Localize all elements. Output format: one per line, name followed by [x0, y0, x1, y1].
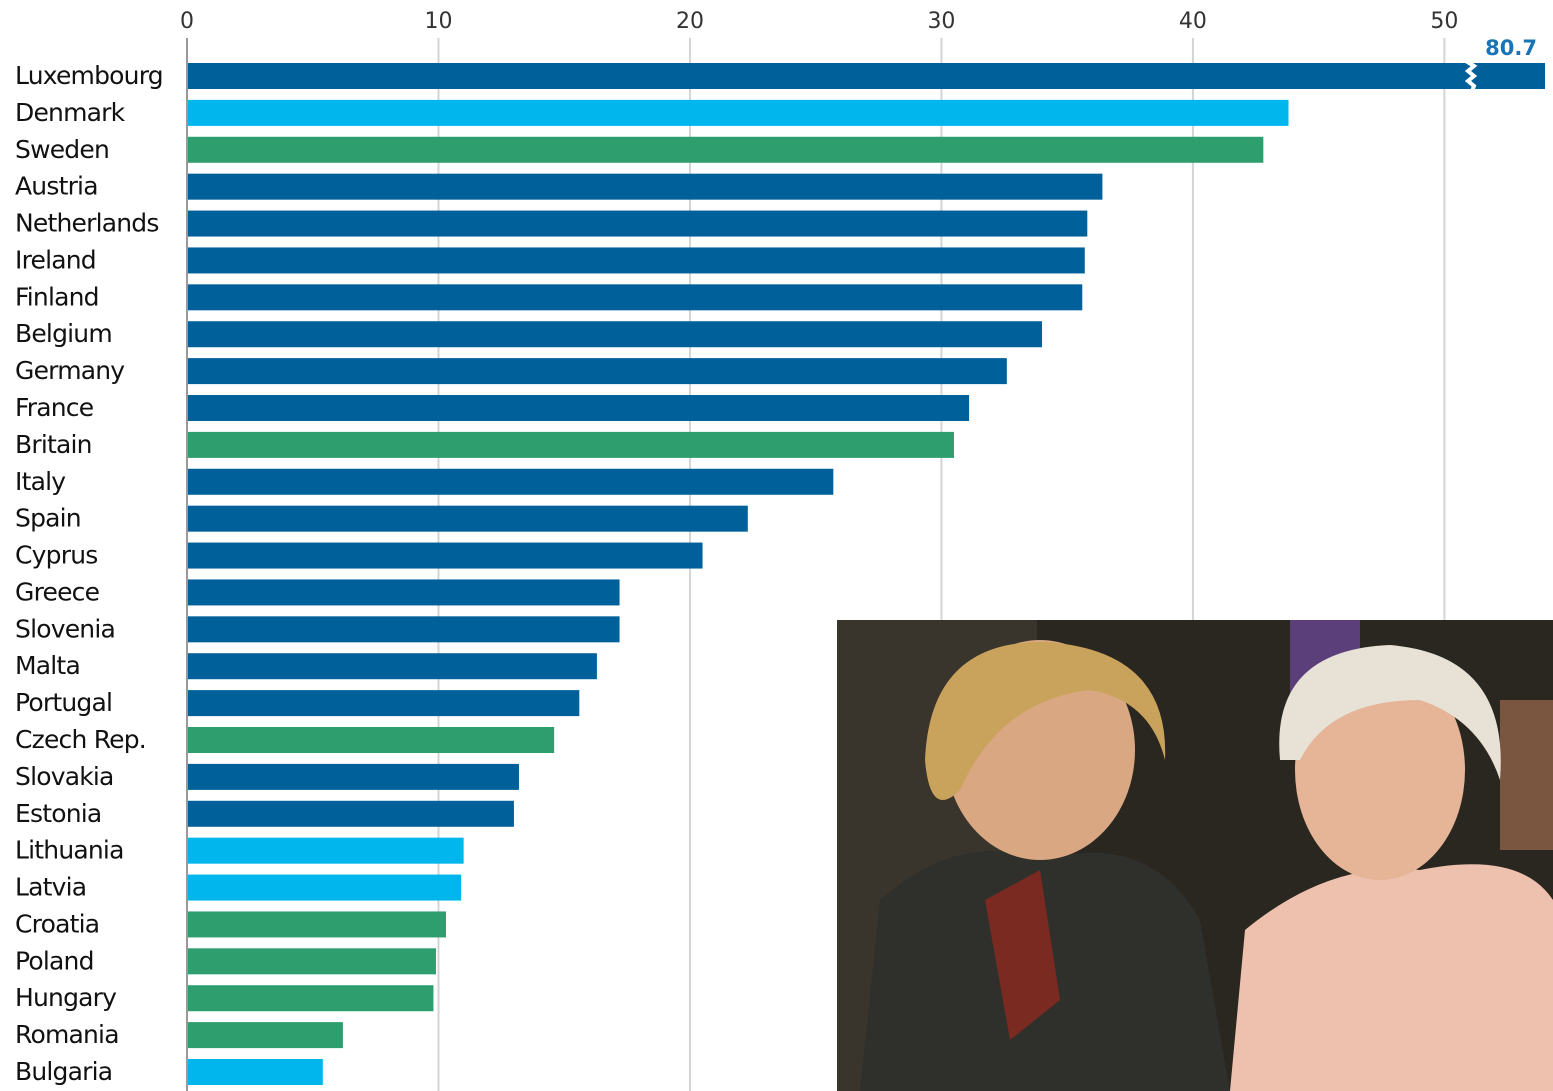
category-label: Estonia — [15, 799, 101, 828]
bar — [188, 948, 436, 975]
bar — [188, 63, 1545, 89]
bar — [188, 431, 955, 458]
bar — [188, 1022, 343, 1049]
axis-break — [1464, 59, 1478, 92]
bar — [188, 468, 834, 495]
category-label: Slovenia — [15, 614, 115, 643]
bar — [188, 800, 514, 827]
category-label: Luxembourg — [15, 61, 163, 90]
x-tick-label: 0 — [180, 9, 194, 34]
category-label: Poland — [15, 946, 94, 975]
value-label: 80.7 — [1485, 36, 1537, 60]
bar — [188, 136, 1264, 163]
x-tick-label: 20 — [676, 9, 704, 34]
category-label: Slovakia — [15, 762, 114, 791]
category-label: Latvia — [15, 873, 86, 902]
category-label: Ireland — [15, 245, 96, 274]
category-label: Greece — [15, 577, 100, 606]
category-label: Denmark — [15, 98, 126, 127]
category-label: France — [15, 393, 94, 422]
category-label: Bulgaria — [15, 1057, 112, 1086]
bar — [188, 284, 1083, 311]
category-label: Belgium — [15, 319, 112, 348]
category-label: Netherlands — [15, 209, 159, 238]
photo — [837, 620, 1553, 1091]
bar — [188, 727, 555, 753]
x-tick-label: 30 — [927, 9, 955, 34]
bar — [188, 99, 1289, 126]
bar — [188, 837, 464, 864]
category-label: Spain — [15, 504, 81, 533]
bar — [188, 690, 580, 717]
x-tick-label: 50 — [1430, 9, 1458, 34]
category-label: Britain — [15, 430, 92, 459]
category-label: Finland — [15, 282, 99, 311]
category-label: Croatia — [15, 909, 99, 938]
bar — [188, 616, 620, 643]
bar — [188, 395, 970, 421]
bar — [188, 321, 1043, 348]
category-label: Cyprus — [15, 541, 97, 570]
category-label: Czech Rep. — [15, 725, 146, 754]
bar — [188, 874, 462, 901]
bar — [188, 985, 434, 1012]
bar — [188, 247, 1085, 274]
category-label: Portugal — [15, 688, 112, 717]
bar — [188, 579, 620, 606]
category-label: Sweden — [15, 135, 109, 164]
bar — [188, 173, 1103, 200]
category-label: Malta — [15, 651, 80, 680]
x-tick-label: 10 — [424, 9, 452, 34]
x-tick-label: 40 — [1179, 9, 1207, 34]
bar — [188, 653, 597, 680]
category-label: Lithuania — [15, 836, 124, 865]
bar — [188, 1059, 323, 1085]
category-label: Hungary — [15, 983, 117, 1012]
bar — [188, 542, 703, 569]
category-label: Romania — [15, 1020, 119, 1049]
category-label: Germany — [15, 356, 125, 385]
category-label: Austria — [15, 172, 98, 201]
bar — [188, 358, 1007, 385]
bar — [188, 505, 748, 532]
bar — [188, 911, 447, 938]
bar — [188, 763, 519, 790]
bar — [188, 210, 1088, 237]
category-label: Italy — [15, 467, 66, 496]
